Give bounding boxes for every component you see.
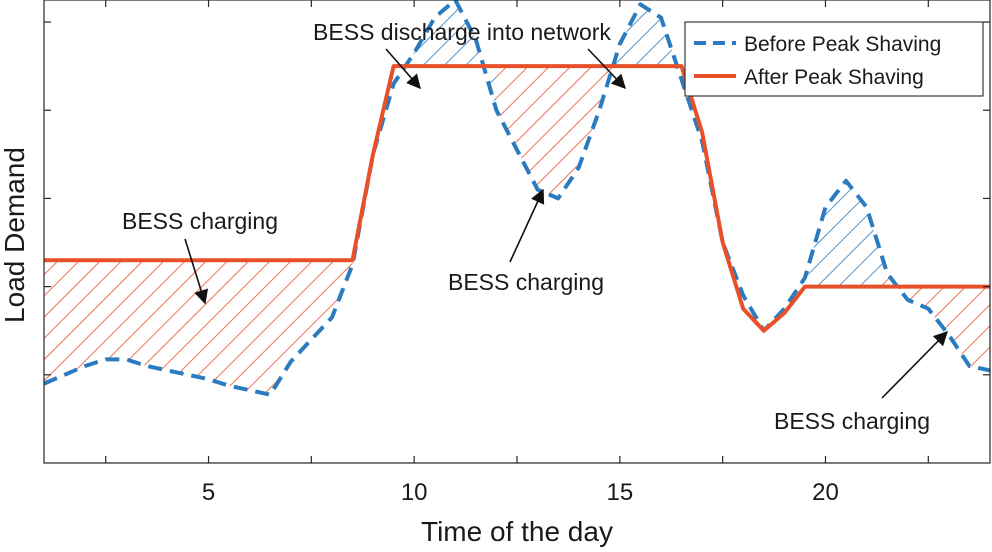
discharge-region (405, 0, 497, 111)
discharge-region (611, 4, 682, 80)
arrow-charging-2 (509, 188, 545, 263)
annotation-charging-1: BESS charging (122, 208, 278, 234)
series-lines (44, 0, 990, 397)
annotation-discharge: BESS discharge into network (313, 19, 611, 45)
arrow-discharge-2 (587, 48, 626, 90)
x-tick-label: 5 (202, 479, 215, 506)
arrow-charging-1 (184, 238, 209, 305)
series-line-after-peak-shaving (44, 64, 990, 333)
charging-region (496, 66, 612, 199)
annotations: BESS discharge into network BESS chargin… (122, 19, 949, 434)
legend: Before Peak Shaving After Peak Shaving (684, 21, 984, 97)
series-line-before-peak-shaving (44, 0, 990, 397)
discharge-region (804, 181, 884, 287)
legend-box (684, 21, 984, 97)
annotation-charging-3: BESS charging (774, 408, 930, 434)
legend-label-after: After Peak Shaving (744, 66, 924, 89)
y-axis-label: Load Demand (0, 147, 30, 323)
axes: 5 10 15 20 (44, 0, 990, 506)
x-tick-label: 20 (812, 479, 839, 506)
legend-label-before: Before Peak Shaving (744, 33, 941, 56)
annotation-charging-2: BESS charging (448, 269, 604, 295)
charging-region (883, 260, 990, 371)
arrow-discharge-1 (385, 48, 421, 90)
x-tick-label: 10 (401, 479, 428, 506)
x-tick-label: 15 (606, 479, 633, 506)
x-axis-label: Time of the day (421, 516, 613, 547)
charging-region (44, 260, 353, 395)
arrow-charging-3 (881, 330, 949, 399)
